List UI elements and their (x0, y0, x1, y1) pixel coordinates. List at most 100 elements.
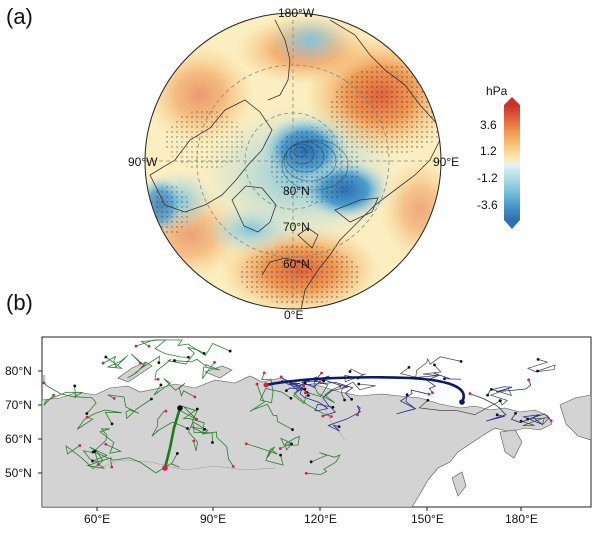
trajectory-end-point (112, 396, 116, 400)
green-trajectory (154, 347, 205, 381)
trajectory-end-point (244, 442, 248, 446)
trajectory-start-point (104, 355, 108, 359)
trajectory-start-point (85, 412, 89, 415)
trajectory-end-point (78, 444, 82, 447)
trajectory-start-point (495, 413, 499, 417)
trajectory-end-point (164, 409, 168, 413)
green-trajectory (151, 410, 188, 437)
lon-label-top: 180°W (278, 6, 315, 20)
blue-trajectory (425, 372, 461, 393)
trajectory-end-point (193, 395, 197, 399)
trajectory-end-point (110, 465, 114, 469)
highlight-green-start (177, 405, 183, 411)
trajectory-start-point (110, 422, 114, 426)
trajectory-start-point (279, 453, 282, 457)
y-tick-70N: 70°N (5, 398, 32, 412)
highlight-blue-start (263, 382, 269, 388)
colorbar-tick-4: -3.6 (477, 198, 498, 212)
green-trajectory (153, 378, 196, 398)
green-trajectory (280, 435, 300, 451)
land-kamchatka (499, 429, 523, 459)
green-trajectory (249, 383, 293, 430)
grey-trajectories (341, 356, 556, 426)
trajectory-end-point (348, 370, 352, 373)
trajectory-start-point (536, 357, 540, 361)
green-trajectory (76, 409, 122, 430)
trajectory-start-point (195, 407, 199, 411)
lon-label-bottom: 0°E (284, 308, 303, 322)
trajectory-end-point (42, 381, 46, 385)
trajectory-start-point (150, 397, 153, 401)
blue-trajectory (322, 379, 349, 417)
highlight-green-track (163, 407, 182, 469)
x-tick-60E: 60°E (84, 512, 110, 526)
trajectory-start-point (405, 393, 409, 396)
colorbar: hPa 3.6 1.2 -1.2 -3.6 (477, 84, 520, 229)
land-borders (94, 394, 346, 471)
colorbar-unit: hPa (486, 84, 508, 98)
trajectory-start-point (309, 460, 313, 464)
panel-b-label: (b) (6, 290, 33, 315)
trajectory-start-point (514, 411, 518, 415)
trajectory-start-point (337, 425, 341, 429)
trajectory-endpoints (42, 344, 553, 475)
trajectory-end-point (134, 344, 138, 348)
trajectory-end-point (303, 391, 307, 395)
trajectory-end-point (147, 344, 151, 348)
trajectory-start-point (331, 405, 335, 409)
trajectory-start-point (290, 442, 293, 446)
trajectory-end-point (407, 365, 411, 369)
trajectory-start-point (173, 359, 176, 362)
trajectory-start-point (187, 355, 190, 359)
trajectory-end-point (195, 417, 199, 421)
x-tick-150E: 150°E (411, 512, 444, 526)
green-trajectory (174, 358, 220, 379)
green-trajectory (259, 372, 292, 404)
trajectory-end-point (101, 361, 105, 365)
land-japan (451, 471, 467, 497)
trajectory-start-point (186, 427, 189, 430)
trajectory-map: 60°E 90°E 120°E 150°E 180°E 80°N 70°N 60… (5, 336, 592, 526)
trajectory-end-point (192, 439, 196, 443)
y-tick-60N: 60°N (5, 432, 32, 446)
colorbar-gradient (504, 105, 520, 220)
x-tick-180E: 180°E (505, 512, 538, 526)
highlight-blue-end (459, 399, 465, 405)
green-trajectory (127, 353, 161, 379)
trajectory-start-point (357, 382, 361, 386)
green-trajectory (82, 450, 111, 469)
lat-label-70: 70°N (283, 220, 310, 234)
blue-trajectory (299, 385, 334, 412)
green-trajectory (102, 355, 128, 369)
trajectory-start-point (350, 397, 354, 401)
green-trajectory (109, 453, 180, 474)
blue-trajectory (469, 393, 507, 422)
trajectory-end-point (320, 371, 323, 375)
green-trajectory (140, 339, 231, 356)
green-trajectory (92, 428, 122, 454)
green-trajectory (293, 386, 332, 417)
trajectory-start-point (159, 383, 163, 387)
trajectory-end-point (138, 361, 142, 365)
grey-trajectory (415, 356, 462, 379)
lon-label-right: 90°E (433, 155, 459, 169)
trajectory-start-point (203, 427, 207, 431)
highlight-green-end (162, 465, 168, 471)
trajectory-start-point (157, 361, 161, 365)
trajectory-end-point (355, 413, 359, 417)
trajectory-end-point (213, 361, 216, 364)
grey-trajectory (344, 368, 366, 383)
trajectory-end-point (549, 419, 553, 423)
lat-label-80: 80°N (283, 184, 310, 198)
colorbar-tick-2: 1.2 (480, 144, 497, 158)
trajectory-start-point (93, 449, 97, 453)
trajectory-end-point (85, 415, 89, 419)
trajectory-end-point (318, 380, 322, 384)
blue-trajectory (487, 379, 532, 396)
trajectory-start-point (443, 377, 446, 381)
trajectory-start-point (285, 389, 288, 393)
y-tick-50N: 50°N (5, 466, 32, 480)
highlight-blue-track (265, 375, 465, 403)
trajectory-end-point (527, 378, 531, 382)
